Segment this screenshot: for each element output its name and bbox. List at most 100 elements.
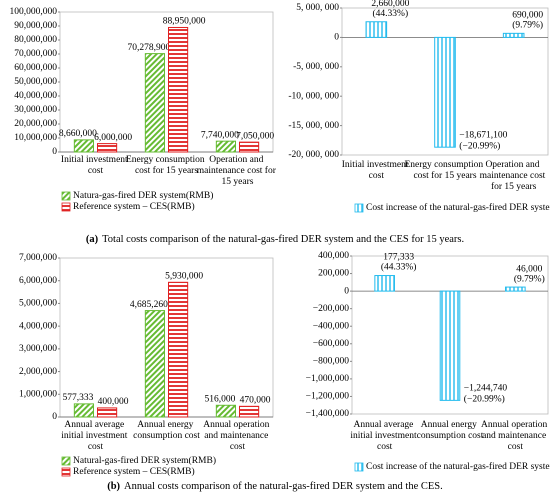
legend-label: Cost increase of the natural-gas-fired D…: [366, 461, 550, 472]
y-tick-label: 100,000,000: [10, 7, 58, 17]
y-tick-label: 400,000: [318, 251, 349, 261]
value-label: 46,000: [516, 264, 542, 274]
bar: [365, 21, 388, 38]
value-label: 88,950,000: [163, 17, 206, 27]
value-label: 7,050,000: [236, 131, 274, 141]
legend-label: Reference system – CES(RMB): [73, 466, 195, 477]
x-tick-label: Operation and maintenance cost for 15 ye…: [480, 160, 548, 192]
value-label: 4,685,260: [130, 300, 168, 310]
y-tick-label: −1,200,000: [306, 392, 350, 402]
value-label: 6,000,000: [94, 133, 132, 143]
y-tick-label: 30,000,000: [14, 105, 57, 115]
x-tick-label: Annual average initial investment cost: [350, 420, 419, 452]
bar: [97, 143, 118, 153]
bar: [239, 405, 260, 418]
y-tick-label: 7,000,000: [19, 253, 57, 263]
bar: [144, 310, 166, 418]
legend-swatch: [354, 203, 364, 213]
value-label: 516,000: [204, 394, 235, 404]
value-label: −1,244,740: [464, 384, 508, 394]
value-label: (44.33%): [373, 8, 409, 19]
y-tick-label: −800,000: [313, 357, 349, 367]
value-label: 7,740,000: [201, 130, 239, 140]
value-label: 5,930,000: [165, 271, 203, 281]
legend-label: Natural-gas-fired DER system(RMB): [73, 455, 216, 466]
y-tick-label: 10,000,000: [14, 133, 57, 143]
bar: [168, 281, 189, 418]
value-label: 690,000: [512, 11, 543, 21]
y-tick-label: 2,000,000: [19, 367, 57, 377]
legend-swatch: [354, 462, 364, 472]
y-tick-label: -15, 000, 000: [288, 121, 339, 131]
y-tick-label: -5, 000, 000: [293, 62, 339, 72]
value-label: 400,000: [98, 397, 129, 407]
y-tick-label: 70,000,000: [14, 49, 57, 59]
y-tick-label: 0: [52, 147, 57, 157]
legend-label: Reference system – CES(RMB): [73, 201, 195, 212]
legend-swatch: [61, 202, 71, 212]
value-label: 70,278,900: [128, 43, 171, 53]
bar: [215, 140, 237, 153]
caption-text: Total costs comparison of the natural-ga…: [102, 234, 464, 245]
y-tick-label: 20,000,000: [14, 119, 57, 129]
y-tick-label: 0: [52, 412, 57, 422]
x-tick-label: Operation and maintenance cost for 15 ye…: [197, 155, 279, 187]
y-tick-label: 5,000,000: [19, 299, 57, 309]
y-tick-label: −1,000,000: [306, 374, 350, 384]
value-label: (−20.99%): [459, 140, 500, 151]
caption-label: (a): [86, 234, 99, 245]
y-tick-label: 40,000,000: [14, 91, 57, 101]
caption-text: Annual costs comparison of the natural-g…: [124, 481, 443, 492]
value-label: −18,671,100: [459, 130, 507, 140]
value-label: 8,660,000: [59, 129, 97, 139]
caption: (b) Annual costs comparison of the natura…: [107, 481, 443, 492]
x-tick-label: Annual operation and maintenance cost: [481, 420, 550, 452]
y-tick-label: 4,000,000: [19, 321, 57, 331]
legend-swatch: [61, 191, 71, 201]
bar: [374, 275, 395, 292]
bar: [505, 286, 526, 292]
plot-frame: [351, 255, 549, 415]
bar: [502, 32, 525, 38]
bar: [434, 36, 456, 148]
y-tick-label: −400,000: [313, 321, 349, 331]
value-label: (9.79%): [514, 273, 545, 284]
caption-label: (b): [107, 481, 120, 492]
legend-label: Natura-gas-fired DER system(RMB): [73, 190, 213, 201]
bar: [215, 404, 237, 418]
y-tick-label: −600,000: [313, 339, 349, 349]
x-tick-label: Initial investment cost: [61, 155, 130, 176]
y-tick-label: 200,000: [318, 269, 349, 279]
y-tick-label: 0: [334, 33, 339, 43]
x-tick-label: Energy consumption cost for 15 years: [126, 155, 207, 176]
value-label: 177,333: [383, 253, 414, 263]
y-tick-label: 90,000,000: [14, 21, 57, 31]
value-label: (44.33%): [381, 262, 417, 273]
value-label: 577,333: [62, 393, 93, 403]
y-tick-label: 80,000,000: [14, 35, 57, 45]
legend-swatch: [61, 456, 71, 466]
y-tick-label: 6,000,000: [19, 276, 57, 286]
y-tick-label: -20, 000, 000: [288, 150, 339, 160]
y-tick-label: 0: [344, 286, 349, 296]
x-tick-label: Annual energy consumption cost: [133, 420, 200, 441]
value-label: 470,000: [240, 396, 271, 406]
y-tick-label: −200,000: [313, 304, 349, 314]
y-tick-label: 5, 000, 000: [296, 3, 339, 13]
bar: [168, 26, 189, 153]
bar: [239, 141, 260, 153]
bar: [439, 290, 461, 401]
caption: (a) Total costs comparison of the natural…: [86, 234, 464, 245]
x-tick-label: Annual average initial investment cost: [61, 420, 130, 452]
bar: [144, 53, 166, 153]
bar: [73, 139, 95, 153]
y-tick-label: 50,000,000: [14, 77, 57, 87]
y-tick-label: 3,000,000: [19, 344, 57, 354]
y-tick-label: -10, 000, 000: [288, 91, 339, 101]
x-tick-label: Energy consumption cost for 15 years: [404, 160, 485, 181]
value-label: (−20.99%): [464, 394, 505, 405]
y-tick-label: 60,000,000: [14, 63, 57, 73]
y-tick-label: 1,000,000: [19, 389, 57, 399]
y-tick-label: −1,400,000: [306, 409, 350, 419]
bar: [73, 403, 95, 418]
